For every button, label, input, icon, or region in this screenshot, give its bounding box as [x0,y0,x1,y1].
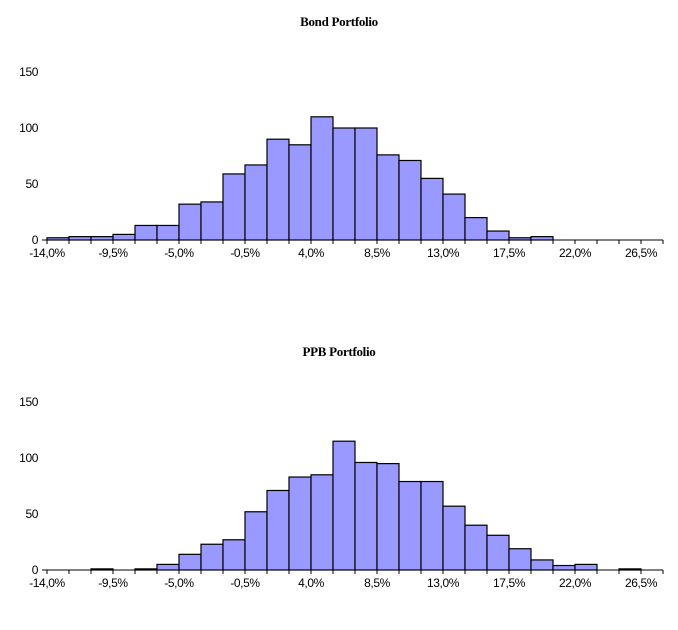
histogram-bar [530,559,554,571]
histogram-bar [156,563,180,571]
x-tick-label: 4,0% [298,246,324,260]
histogram-bar [464,524,488,571]
histogram-bar [178,553,202,571]
histogram-bar [398,159,422,241]
bond-portfolio-chart: Bond Portfolio 0 50 100 150 -14,0% -9,5% -5,0%… [0,0,678,300]
histogram-bar [90,236,114,241]
histogram-bar [68,236,92,241]
x-tick-label: -0,5% [230,576,260,590]
x-tick-label: 8,5% [364,246,390,260]
histogram-bar [222,539,246,571]
x-tick-label: 13,0% [427,246,460,260]
chart-title: Bond Portfolio [300,14,378,29]
y-tick-label: 100 [19,121,39,135]
histogram-bar [244,511,268,571]
histogram-bar [508,548,532,571]
histogram-bar [112,233,136,241]
histogram-bar [156,224,180,241]
x-tick-label: 8,5% [364,576,390,590]
histogram-bar [464,217,488,241]
y-tick-label: 150 [19,395,39,409]
histogram-bar [178,203,202,241]
ppb-portfolio-chart: PPB Portfolio 0 50 100 150 -14,0% -9,5% -5,0% -… [0,330,678,630]
y-tick-label: 50 [25,177,38,191]
histogram-bar [266,489,290,571]
histogram-bar [486,534,510,571]
histogram-bar [244,164,268,241]
chart-title: PPB Portfolio [302,344,376,359]
x-tick-label: 26,5% [625,246,658,260]
histogram-bar [222,173,246,241]
x-tick-label: 17,5% [493,576,526,590]
x-tick-label: -14,0% [29,576,65,590]
histogram-bar [486,230,510,241]
histogram-bar [398,480,422,571]
histogram-bar [442,193,466,241]
x-tick-label: 4,0% [298,576,324,590]
x-tick-label: -9,5% [98,246,128,260]
histogram-bar [310,474,334,571]
x-tick-label: -5,0% [164,576,194,590]
histogram-bar [354,461,378,571]
histogram-bar [376,154,400,241]
histogram-bar [420,480,444,571]
histogram-bar [420,177,444,241]
y-tick-label: 150 [19,65,39,79]
histogram-bar [200,201,224,241]
y-tick-label: 100 [19,451,39,465]
x-tick-label: 22,0% [559,576,592,590]
histogram-bar [354,127,378,241]
histogram-bar [288,144,312,241]
histogram-bar [574,563,598,571]
histogram-bar [332,127,356,241]
histogram-bar [376,463,400,571]
bond-portfolio-plot: 0 50 100 150 -14,0% -9,5% -5,0% -0,5% 4,0% 8,5% 13… [19,65,664,260]
y-tick-label: 0 [32,563,39,577]
x-tick-label: 17,5% [493,246,526,260]
histogram-bar [266,138,290,241]
x-tick-label: -9,5% [98,576,128,590]
x-tick-label: -0,5% [230,246,260,260]
x-tick-label: -5,0% [164,246,194,260]
x-tick-label: 22,0% [559,246,592,260]
histogram-bar [288,476,312,571]
histogram-bar [530,236,554,241]
histogram-bar [200,543,224,571]
histogram-bar [332,440,356,571]
y-tick-label: 50 [25,507,38,521]
histogram-bar [134,224,158,241]
ppb-portfolio-plot: 0 50 100 150 -14,0% -9,5% -5,0% -0,5% 4,0% 8,5% 13… [19,395,664,590]
histogram-bar [310,116,334,241]
histogram-bar [442,505,466,571]
y-tick-label: 0 [32,233,39,247]
x-tick-label: 26,5% [625,576,658,590]
x-tick-label: -14,0% [29,246,65,260]
histogram-bar [552,564,576,571]
x-tick-label: 13,0% [427,576,460,590]
